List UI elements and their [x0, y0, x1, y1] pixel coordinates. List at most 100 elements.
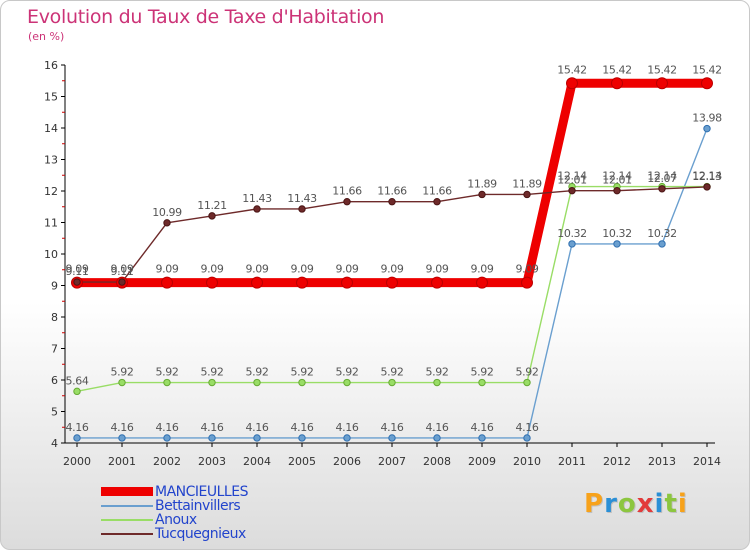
- data-point: [523, 434, 531, 442]
- data-point: [73, 278, 81, 286]
- x-tick-label: 2010: [513, 455, 541, 468]
- data-point: [388, 378, 396, 387]
- x-tick-label: 2008: [423, 455, 451, 468]
- data-point: [163, 219, 171, 227]
- data-point: [521, 276, 533, 289]
- data-point: [701, 77, 713, 90]
- y-tick-label: 16: [44, 59, 58, 72]
- legend-swatch: [101, 519, 153, 521]
- x-tick-label: 2012: [603, 455, 631, 468]
- logo-letter: P: [584, 489, 605, 519]
- x-tick-label: 2000: [63, 455, 91, 468]
- data-label: 5.92: [516, 366, 539, 379]
- data-label: 10.32: [602, 227, 632, 240]
- data-point: [613, 186, 621, 195]
- y-tick-label: 8: [51, 311, 58, 324]
- logo-letter: i: [654, 489, 665, 519]
- data-label: 9.09: [516, 263, 539, 276]
- data-point: [253, 205, 261, 213]
- data-point: [703, 124, 711, 133]
- data-point: [298, 434, 306, 442]
- data-label: 5.92: [336, 366, 359, 379]
- data-point: [656, 77, 668, 90]
- legend-label: Anoux: [155, 512, 197, 528]
- data-label: 15.42: [692, 63, 722, 76]
- logo-letter: i: [677, 489, 688, 519]
- data-point: [478, 190, 486, 199]
- data-point: [523, 190, 531, 199]
- data-label: 5.92: [381, 366, 404, 379]
- data-point: [433, 434, 441, 442]
- data-label: 9.09: [246, 263, 269, 276]
- data-label: 12.14: [602, 170, 632, 183]
- data-label: 5.92: [471, 366, 494, 379]
- data-point: [568, 240, 576, 248]
- data-label: 5.92: [291, 366, 314, 379]
- data-label: 4.16: [111, 421, 134, 434]
- legend-label: Tucquegnieux: [155, 526, 246, 542]
- legend-swatch: [101, 533, 153, 535]
- data-point: [343, 434, 351, 442]
- y-tick-label: 5: [51, 406, 58, 419]
- data-label: 15.42: [557, 63, 587, 76]
- data-label: 12.14: [647, 170, 677, 183]
- data-label: 11.89: [467, 177, 497, 190]
- y-tick-label: 6: [51, 374, 58, 387]
- data-point: [433, 198, 441, 206]
- data-point: [163, 434, 171, 442]
- data-label: 4.16: [156, 421, 179, 434]
- data-label: 9.09: [336, 263, 359, 276]
- chart-subtitle: (en %): [28, 30, 65, 43]
- data-point: [118, 378, 126, 387]
- data-point: [341, 276, 353, 289]
- data-label: 4.16: [66, 421, 89, 434]
- x-tick-label: 2001: [108, 455, 136, 468]
- data-point: [611, 77, 623, 90]
- data-point: [208, 378, 216, 387]
- legend-swatch: [101, 505, 153, 507]
- data-label: 11.66: [422, 185, 452, 198]
- data-label: 12.14: [557, 170, 587, 183]
- data-point: [208, 212, 216, 220]
- chart-title: Evolution du Taux de Taxe d'Habitation: [27, 6, 385, 28]
- legend-label: Bettainvillers: [155, 498, 241, 514]
- data-point: [388, 434, 396, 442]
- data-label: 4.16: [246, 421, 269, 434]
- data-point: [568, 186, 576, 195]
- data-label: 4.16: [336, 421, 359, 434]
- x-tick-label: 2004: [243, 455, 271, 468]
- data-label: 11.66: [332, 185, 362, 198]
- logo-letter: x: [636, 489, 655, 519]
- data-point: [476, 276, 488, 289]
- data-point: [73, 434, 81, 442]
- data-label: 11.21: [197, 199, 227, 212]
- x-tick-label: 2002: [153, 455, 181, 468]
- data-label: 9.09: [156, 263, 179, 276]
- x-tick-label: 2006: [333, 455, 361, 468]
- data-label: 4.16: [381, 421, 404, 434]
- data-point: [161, 276, 173, 289]
- data-point: [253, 434, 261, 442]
- data-label: 12.01: [602, 174, 632, 187]
- data-label: 9.09: [201, 263, 224, 276]
- data-label: 5.64: [66, 374, 89, 387]
- data-point: [658, 240, 666, 248]
- data-label: 5.92: [201, 366, 224, 379]
- data-point: [703, 183, 711, 191]
- data-label: 9.09: [111, 263, 134, 276]
- data-point: [478, 434, 486, 442]
- data-point: [658, 185, 666, 193]
- y-tick-label: 4: [51, 437, 58, 450]
- y-tick-label: 10: [44, 248, 58, 261]
- y-tick-label: 12: [44, 185, 58, 198]
- y-tick-label: 14: [44, 122, 58, 135]
- data-label: 9.09: [66, 263, 89, 276]
- data-label: 4.16: [516, 421, 539, 434]
- data-point: [431, 276, 443, 289]
- logo-letter: t: [664, 489, 678, 519]
- y-tick-label: 11: [44, 217, 58, 230]
- data-label: 9.09: [426, 263, 449, 276]
- data-label: 12.14: [692, 170, 722, 183]
- data-point: [296, 276, 308, 289]
